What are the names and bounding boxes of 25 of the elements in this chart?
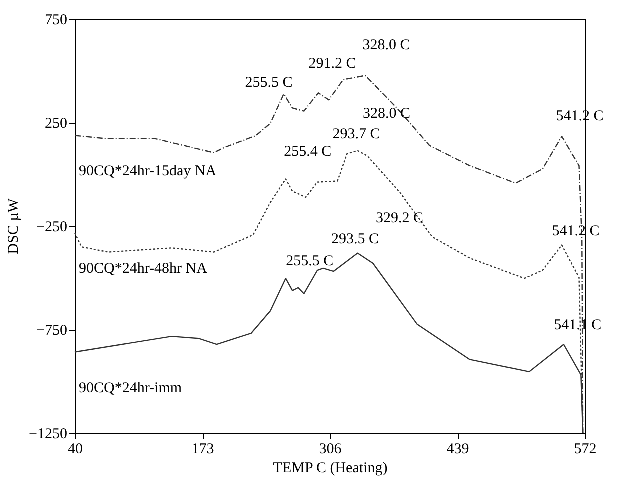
annotation: 255.5 C: [245, 75, 293, 92]
annotation: 329.2 C: [376, 210, 424, 226]
y-tick-label: 250: [45, 116, 68, 132]
annotation: 328.0 C: [363, 106, 411, 122]
annotation: 328.0 C: [362, 38, 410, 54]
x-tick-label: 306: [319, 442, 342, 458]
annotation: 291.2 C: [308, 56, 356, 72]
y-tick-label: 750: [45, 12, 68, 28]
x-tick-label: 40: [68, 442, 83, 458]
y-tick-label: −1250: [29, 426, 68, 442]
x-tick-label: 173: [192, 442, 214, 458]
annotation: 541.2 C: [552, 223, 600, 240]
y-axis-title: DSC µW: [6, 198, 22, 254]
annotation: 293.7 C: [332, 126, 380, 142]
annotation: 255.5 C: [286, 254, 334, 270]
x-tick-label: 439: [446, 442, 470, 458]
annotation: 293.5 C: [332, 231, 380, 248]
series-label: 90CQ*24hr-48hr NA: [79, 261, 208, 278]
series-label: 90CQ*24hr-15day NA: [79, 164, 217, 180]
x-tick-label: 572: [574, 442, 597, 458]
x-axis-title: TEMP C (Heating): [273, 460, 388, 476]
y-tick-label: −750: [36, 323, 68, 339]
annotation: 255.4 C: [284, 144, 332, 160]
series-label: 90CQ*24hr-imm: [79, 380, 182, 396]
y-tick-label: −250: [36, 220, 68, 236]
